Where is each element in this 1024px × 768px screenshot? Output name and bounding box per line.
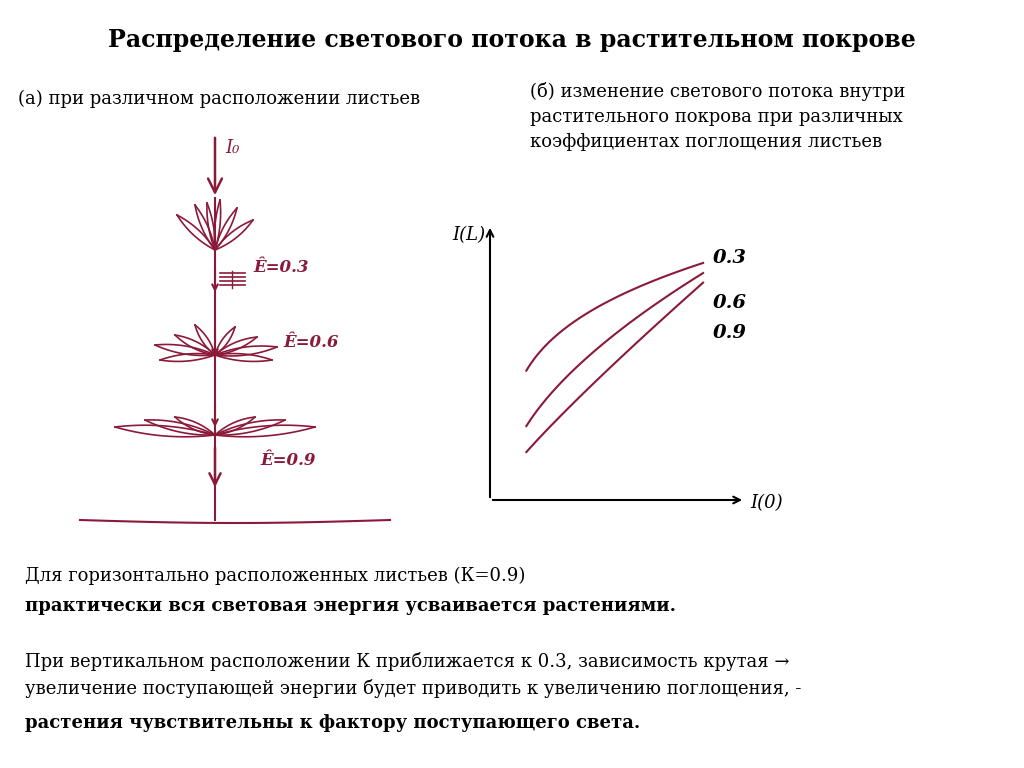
Text: Для горизонтально расположенных листьев (К=0.9): Для горизонтально расположенных листьев …: [25, 567, 525, 585]
Text: Ê=0.3: Ê=0.3: [253, 259, 308, 276]
Text: (а) при различном расположении листьев: (а) при различном расположении листьев: [18, 90, 420, 108]
Text: 0.3: 0.3: [713, 249, 748, 267]
Text: Ê=0.6: Ê=0.6: [283, 334, 339, 351]
Text: I(L): I(L): [452, 226, 485, 244]
Text: 0.6: 0.6: [713, 294, 748, 312]
Text: (б) изменение светового потока внутри
растительного покрова при различных
коэффи: (б) изменение светового потока внутри ра…: [530, 82, 905, 151]
Text: 0.9: 0.9: [713, 323, 748, 342]
Text: I₀: I₀: [225, 139, 240, 157]
Text: практически вся световая энергия усваивается растениями.: практически вся световая энергия усваива…: [25, 597, 676, 615]
Text: Распределение светового потока в растительном покрове: Распределение светового потока в растите…: [109, 28, 915, 52]
Text: Ê=0.9: Ê=0.9: [260, 452, 315, 469]
Text: растения чувствительны к фактору поступающего света.: растения чувствительны к фактору поступа…: [25, 714, 640, 732]
Text: При вертикальном расположении К приближается к 0.3, зависимость крутая →
увеличе: При вертикальном расположении К приближа…: [25, 652, 802, 698]
Text: I(0): I(0): [750, 494, 782, 512]
